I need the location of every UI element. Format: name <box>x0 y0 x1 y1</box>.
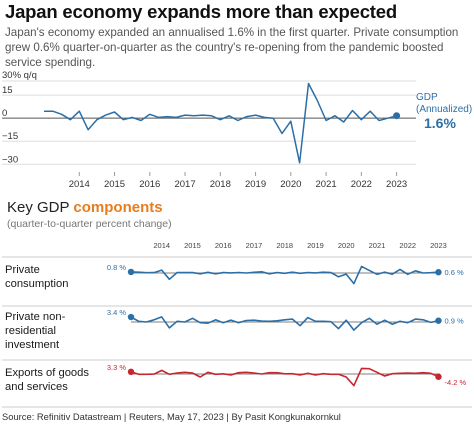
row-label-line: and services <box>5 381 68 393</box>
series-last-point <box>435 317 442 324</box>
x-tick-label: 2023 <box>386 179 407 190</box>
x-tick-label: 2018 <box>210 179 231 190</box>
x-tick-label: 2022 <box>399 241 416 250</box>
page-subtitle: Japan's economy expanded an annualised 1… <box>5 26 459 69</box>
row-label-line: residential <box>5 325 56 337</box>
component-series-line <box>130 316 439 331</box>
gdp-last-point <box>393 112 401 120</box>
row-label-line: consumption <box>5 278 68 290</box>
row-label-line: investment <box>5 339 60 351</box>
series-first-point <box>127 268 135 276</box>
section-subtitle: (quarter-to-quarter percent change) <box>7 218 172 230</box>
section-title-accent: components <box>73 199 163 216</box>
x-tick-label: 2023 <box>430 241 447 250</box>
x-tick-label: 2020 <box>280 179 301 190</box>
x-tick-label: 2020 <box>338 241 355 250</box>
y-axis-title: 30% q/q <box>2 70 37 81</box>
start-value-label: 0.8 % <box>107 263 127 272</box>
x-tick-label: 2016 <box>215 241 232 250</box>
series-last-point <box>435 269 442 276</box>
start-value-label: 3.3 % <box>107 363 127 372</box>
end-value-label: -4.2 % <box>444 378 466 387</box>
row-label-line: Exports of goods <box>5 367 89 379</box>
x-tick-label: 2019 <box>245 179 266 190</box>
row-label-line: Private <box>5 264 40 276</box>
series-last-point <box>435 373 442 380</box>
x-tick-label: 2018 <box>276 241 293 250</box>
component-series-line <box>130 265 439 285</box>
gdp-line-chart: 30% q/q 15 0 −15 −30 2014 2015 2016 2017 2018 2019… <box>2 70 472 190</box>
x-tick-label: 2021 <box>316 179 337 190</box>
x-tick-label: 2019 <box>307 241 324 250</box>
x-tick-label: 2014 <box>69 179 90 190</box>
series-first-point <box>127 368 135 376</box>
x-tick-label: 2016 <box>139 179 160 190</box>
x-tick-label: 2014 <box>153 241 170 250</box>
x-tick-label: 2015 <box>184 241 201 250</box>
section-title: Key GDP components <box>7 199 163 216</box>
series-label-line1: GDP <box>416 92 438 103</box>
series-first-point <box>127 313 135 321</box>
page-title: Japan economy expands more than expected <box>5 1 397 22</box>
gdp-components-chart: 2014 2015 2016 2017 2018 2019 2020 2021 2022 2023… <box>2 241 472 408</box>
series-label-line2: (Annualized) <box>416 104 472 115</box>
x-tick-label: 2021 <box>369 241 386 250</box>
row-label-line: Private non- <box>5 311 66 323</box>
y-tick-label: −15 <box>2 131 18 142</box>
y-tick-label: 0 <box>2 108 7 119</box>
gdp-end-value-label: 1.6% <box>424 115 456 131</box>
x-tick-label: 2017 <box>174 179 195 190</box>
end-value-label: 0.6 % <box>444 268 464 277</box>
end-value-label: 0.9 % <box>444 317 464 326</box>
x-tick-label: 2022 <box>351 179 372 190</box>
x-tick-label: 2017 <box>246 241 263 250</box>
source-note: Source: Refinitiv Datastream | Reuters, … <box>2 411 341 422</box>
section-title-prefix: Key GDP <box>7 199 74 216</box>
component-series-line <box>130 367 439 387</box>
start-value-label: 3.4 % <box>107 308 127 317</box>
gdp-series-line <box>44 82 397 164</box>
y-tick-label: −30 <box>2 154 18 165</box>
y-tick-label: 15 <box>2 85 13 96</box>
x-tick-label: 2015 <box>104 179 125 190</box>
